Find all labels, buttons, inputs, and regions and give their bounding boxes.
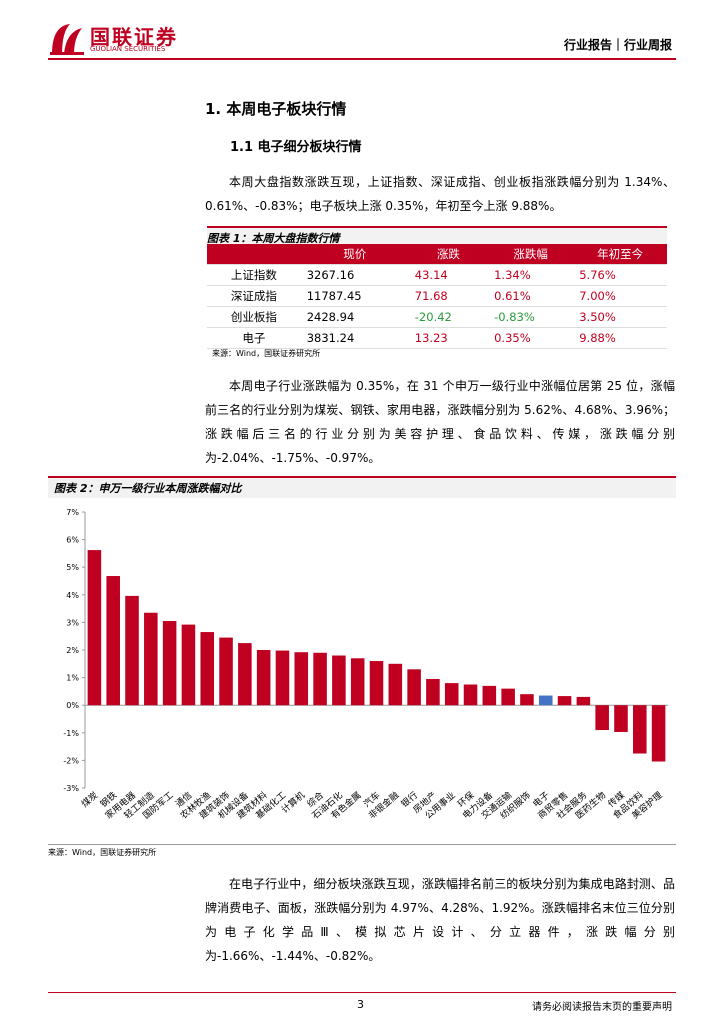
logo-cn: 国联证券 bbox=[90, 25, 178, 49]
header-rule bbox=[48, 58, 676, 60]
bar bbox=[106, 576, 120, 706]
bar bbox=[426, 678, 440, 706]
cell: 11787.45 bbox=[300, 285, 409, 307]
text: 本周大盘指数涨跌互现，上证指数、深证成指、创业板指涨跌幅分别为 1.34%、0.… bbox=[205, 175, 675, 213]
source: 来源：Wind，国联证券研究所 bbox=[48, 844, 676, 858]
bar bbox=[407, 669, 421, 706]
cell: 电子 bbox=[207, 327, 301, 349]
cell: 3267.16 bbox=[300, 264, 409, 286]
bar bbox=[200, 632, 215, 706]
bar bbox=[651, 705, 666, 762]
y-tick-label: 3% bbox=[66, 618, 79, 627]
cell: 7.00% bbox=[573, 285, 667, 307]
table-header: 现价 涨跌 涨跌幅 年初至今 bbox=[207, 244, 667, 265]
section-title: 1. 本周电子板块行情 bbox=[205, 100, 347, 118]
chart-title: 图表 2：申万一级行业本周涨跌幅对比 bbox=[48, 476, 676, 498]
bar bbox=[219, 637, 233, 706]
bar bbox=[595, 705, 609, 731]
header-cell: 现价 bbox=[300, 244, 409, 265]
bar bbox=[350, 658, 365, 706]
cell: 71.68 bbox=[408, 285, 489, 307]
bar bbox=[162, 621, 177, 706]
cell: 13.23 bbox=[408, 327, 489, 349]
bar bbox=[501, 688, 515, 706]
y-tick-label: 1% bbox=[66, 674, 79, 683]
logo-icon bbox=[50, 24, 84, 55]
bar bbox=[313, 652, 327, 706]
table-row: 深证成指 11787.45 71.68 0.61% 7.00% bbox=[207, 285, 667, 307]
table-row: 创业板指 2428.94 -20.42 -0.83% 3.50% bbox=[207, 306, 667, 328]
header-cell: 涨跌幅 bbox=[488, 244, 574, 265]
bar bbox=[369, 661, 384, 706]
bar bbox=[388, 663, 403, 706]
bar bbox=[181, 624, 196, 706]
paragraph: 本周大盘指数涨跌互现，上证指数、深证成指、创业板指涨跌幅分别为 1.34%、0.… bbox=[205, 170, 675, 218]
paragraph: 在电子行业中，细分板块涨跌互现，涨跌幅排名前三的板块分别为集成电路封测、品牌消费… bbox=[205, 872, 675, 968]
cell: 上证指数 bbox=[207, 264, 301, 286]
bar bbox=[614, 705, 628, 732]
header-cell: 年初至今 bbox=[573, 244, 667, 265]
table: 现价 涨跌 涨跌幅 年初至今 上证指数 3267.16 43.14 1.34% 5.76% 深证成… bbox=[207, 244, 667, 349]
bar bbox=[576, 696, 591, 706]
x-tick-label: 煤炭 bbox=[79, 789, 101, 810]
cell: 0.35% bbox=[488, 327, 574, 349]
y-tick-label: -2% bbox=[63, 756, 79, 765]
logo: 国联证券 GUOLIAN SECURITIES bbox=[48, 18, 188, 58]
text: 本周电子行业涨跌幅为 0.35%，在 31 个申万一级行业中涨幅位居第 25 位… bbox=[205, 379, 675, 465]
y-tick-label: 7% bbox=[66, 508, 79, 517]
y-tick-label: -1% bbox=[63, 729, 79, 738]
footer-note: 请务必阅读报告末页的重要声明 bbox=[532, 1002, 672, 1013]
bar bbox=[633, 705, 647, 754]
bar bbox=[275, 650, 290, 706]
table-row: 电子 3831.24 13.23 0.35% 9.88% bbox=[207, 327, 667, 349]
page-number: 3 bbox=[357, 998, 364, 1011]
y-tick-label: -3% bbox=[63, 784, 79, 793]
cell: -0.83% bbox=[488, 306, 574, 328]
header-tag: 行业报告｜行业周报 bbox=[563, 38, 672, 52]
source: 来源：Wind，国联证券研究所 bbox=[212, 349, 321, 358]
bar bbox=[256, 650, 271, 706]
cell: 2428.94 bbox=[300, 306, 409, 328]
bar bbox=[538, 695, 553, 706]
bar bbox=[144, 612, 158, 706]
cell: 1.34% bbox=[488, 264, 574, 286]
bar bbox=[557, 696, 572, 706]
y-tick-label: 5% bbox=[66, 563, 79, 572]
text: 在电子行业中，细分板块涨跌互现，涨跌幅排名前三的板块分别为集成电路封测、品牌消费… bbox=[205, 877, 675, 963]
bar bbox=[482, 685, 497, 706]
y-tick-label: 2% bbox=[66, 646, 79, 655]
table-row: 上证指数 3267.16 43.14 1.34% 5.76% bbox=[207, 264, 667, 286]
cell: -20.42 bbox=[408, 306, 489, 328]
y-tick-label: 4% bbox=[66, 591, 79, 600]
cell: 3831.24 bbox=[300, 327, 409, 349]
paragraph: 本周电子行业涨跌幅为 0.35%，在 31 个申万一级行业中涨幅位居第 25 位… bbox=[205, 374, 675, 470]
bar bbox=[332, 655, 346, 706]
cell: 深证成指 bbox=[207, 285, 301, 307]
cell: 5.76% bbox=[573, 264, 667, 286]
table-caption: 图表 1：本周大盘指数行情 bbox=[207, 226, 667, 248]
footer-rule bbox=[48, 992, 676, 993]
bar bbox=[294, 652, 309, 706]
section-subtitle: 1.1 电子细分板块行情 bbox=[230, 140, 362, 155]
bar bbox=[520, 694, 534, 706]
cell: 43.14 bbox=[408, 264, 489, 286]
chart: -3%-2%-1%0%1%2%3%4%5%6%7%煤炭钢铁家用电器轻工制造国防军… bbox=[63, 508, 668, 821]
header-cell bbox=[207, 244, 301, 265]
bar bbox=[444, 683, 459, 706]
cell: 创业板指 bbox=[207, 306, 301, 328]
bar bbox=[238, 643, 252, 706]
bar bbox=[87, 550, 102, 706]
logo-en: GUOLIAN SECURITIES bbox=[90, 45, 166, 53]
y-tick-label: 0% bbox=[66, 701, 79, 710]
header-cell: 涨跌 bbox=[408, 244, 489, 265]
bar bbox=[125, 595, 139, 706]
cell: 9.88% bbox=[573, 327, 667, 349]
bar bbox=[463, 684, 478, 706]
cell: 0.61% bbox=[488, 285, 574, 307]
cell: 3.50% bbox=[573, 306, 667, 328]
y-tick-label: 6% bbox=[66, 536, 79, 545]
